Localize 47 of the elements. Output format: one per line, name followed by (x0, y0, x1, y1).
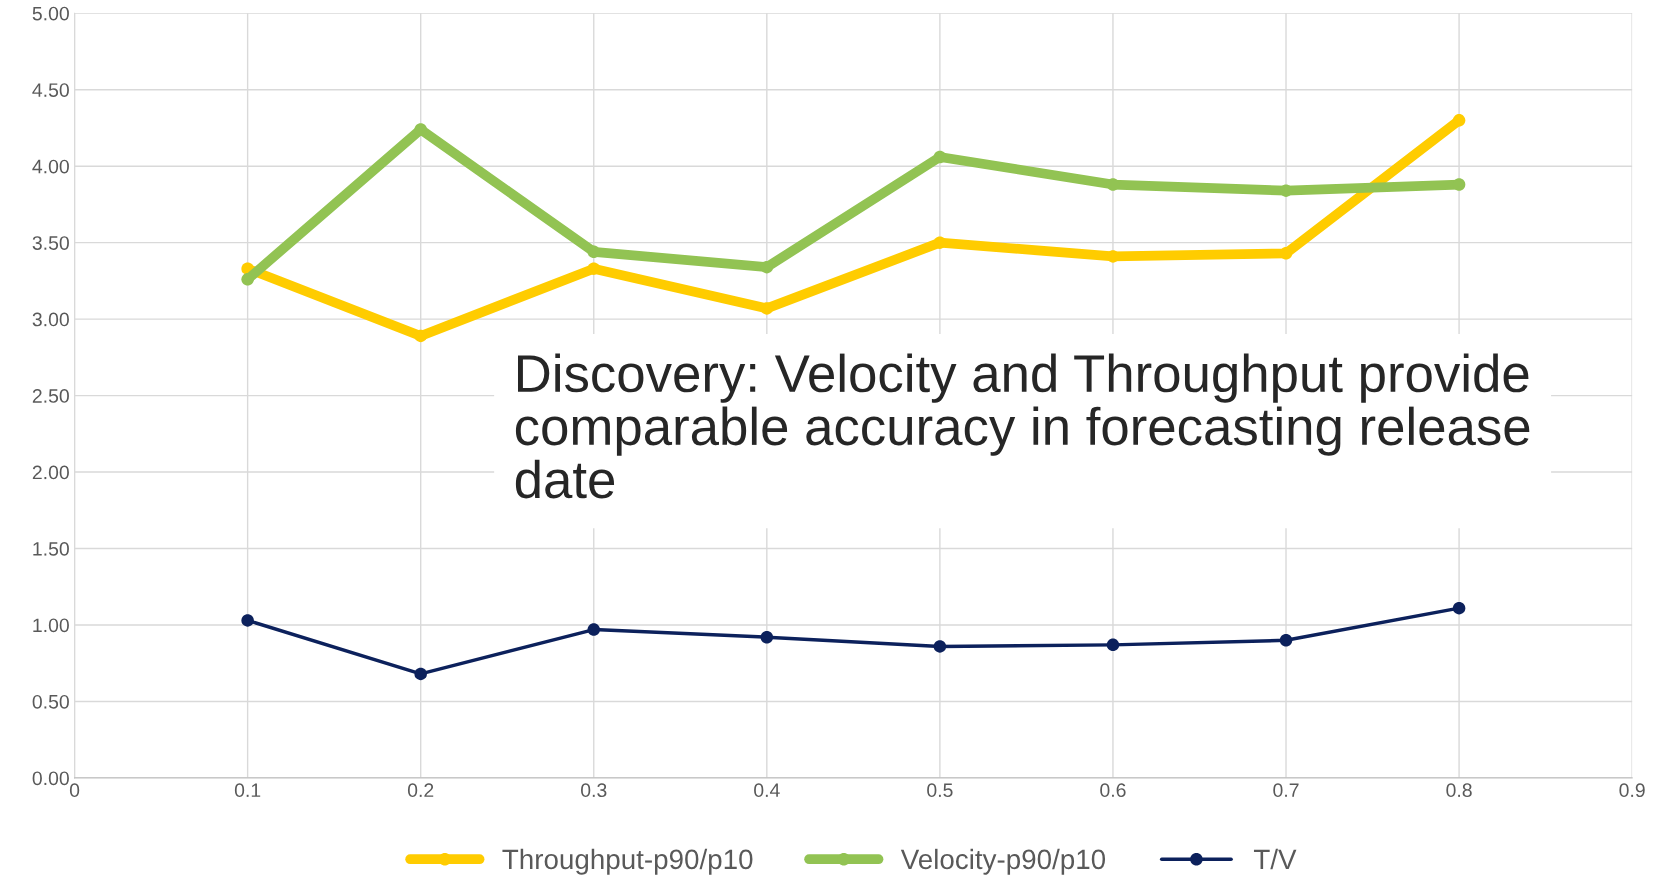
x-tick-label: 0.5 (927, 783, 953, 798)
x-tick-label: 0.7 (1273, 783, 1299, 798)
point (414, 123, 427, 136)
point (933, 236, 947, 249)
point (760, 260, 774, 274)
y-tick-label: 3.50 (32, 236, 69, 250)
point (414, 667, 427, 681)
legend-label: T/V (1253, 848, 1297, 870)
x-tick-label: 0 (69, 783, 80, 798)
y-tick-label: 2.00 (32, 465, 69, 480)
point (933, 150, 947, 164)
point (933, 640, 947, 653)
x-tick-label: 0.4 (754, 783, 780, 798)
point (414, 329, 427, 343)
point (587, 262, 601, 275)
annotation: Discovery: Velocity and Throughput provide comparable accuracy in forecasting release date (515, 353, 1530, 499)
point (241, 614, 254, 627)
y-tick-label: 1.50 (33, 541, 69, 556)
y-tick-label: 1.00 (33, 618, 69, 633)
point (587, 623, 601, 636)
y-tick-label: 2.50 (32, 389, 69, 403)
y-tick-label: 4.50 (32, 83, 69, 97)
point (1279, 634, 1293, 647)
x-tick-label: 0.3 (581, 783, 607, 798)
point (1279, 184, 1293, 197)
point (1452, 114, 1466, 127)
x-tick-label: 0.2 (407, 783, 434, 798)
point (1106, 638, 1120, 652)
y-tick-label: 5.00 (32, 6, 69, 21)
point (1452, 178, 1466, 191)
legend-label: Throughput-p90/p10 (502, 848, 753, 875)
x-tick-label: 0.9 (1619, 783, 1645, 798)
point (1106, 178, 1120, 191)
point (241, 273, 254, 286)
y-tick-label: 3.00 (32, 312, 69, 327)
point (1279, 247, 1293, 260)
point (760, 630, 774, 644)
point (1452, 601, 1466, 615)
y-tick-label: 0.50 (32, 694, 69, 709)
point (760, 302, 774, 315)
legend-label: Velocity-p90/p10 (900, 848, 1106, 875)
y-tick-label: 0.00 (32, 771, 69, 786)
point (587, 245, 601, 259)
x-tick-label: 0.8 (1446, 783, 1472, 798)
x-tick-label: 0.1 (234, 783, 261, 798)
y-tick-label: 4.00 (32, 159, 69, 174)
x-tick-label: 0.6 (1100, 783, 1126, 798)
